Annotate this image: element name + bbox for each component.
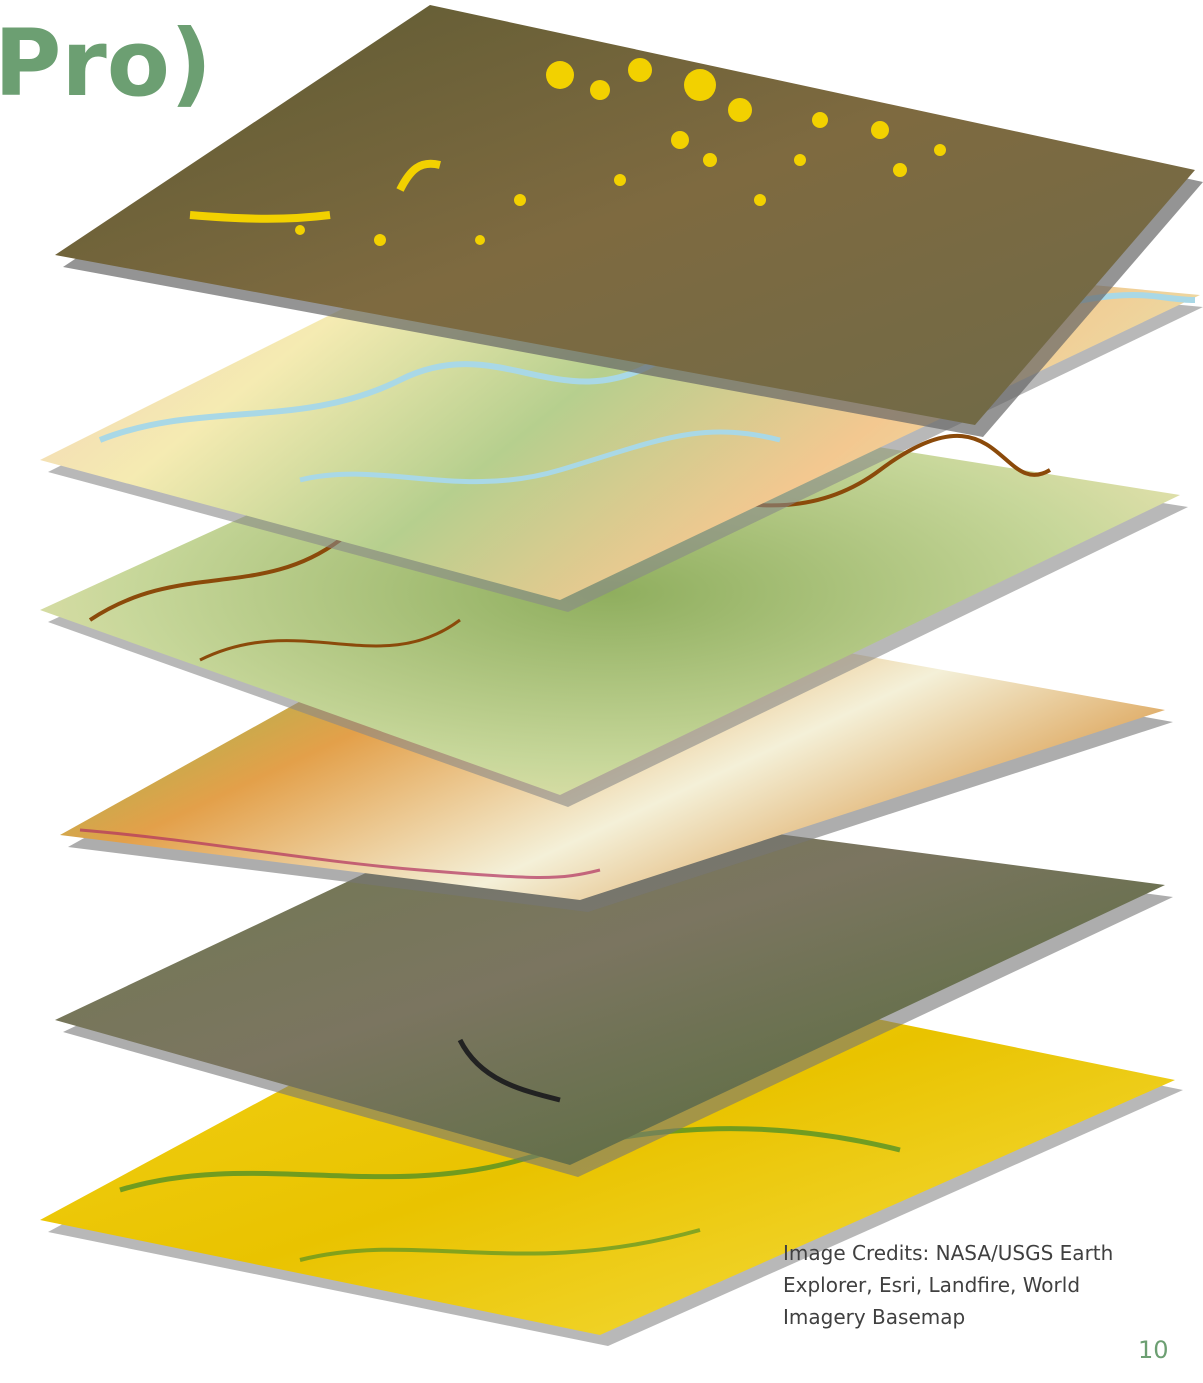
page-number: 10: [1138, 1336, 1169, 1364]
credit-line: Explorer, Esri, Landfire, World: [783, 1273, 1081, 1297]
credit-line: Imagery Basemap: [783, 1305, 966, 1329]
slide-title: Pro): [0, 10, 213, 117]
credit-line: Image Credits: NASA/USGS Earth: [783, 1241, 1114, 1265]
image-credits: Image Credits: NASA/USGS Earth Explorer,…: [783, 1237, 1113, 1333]
